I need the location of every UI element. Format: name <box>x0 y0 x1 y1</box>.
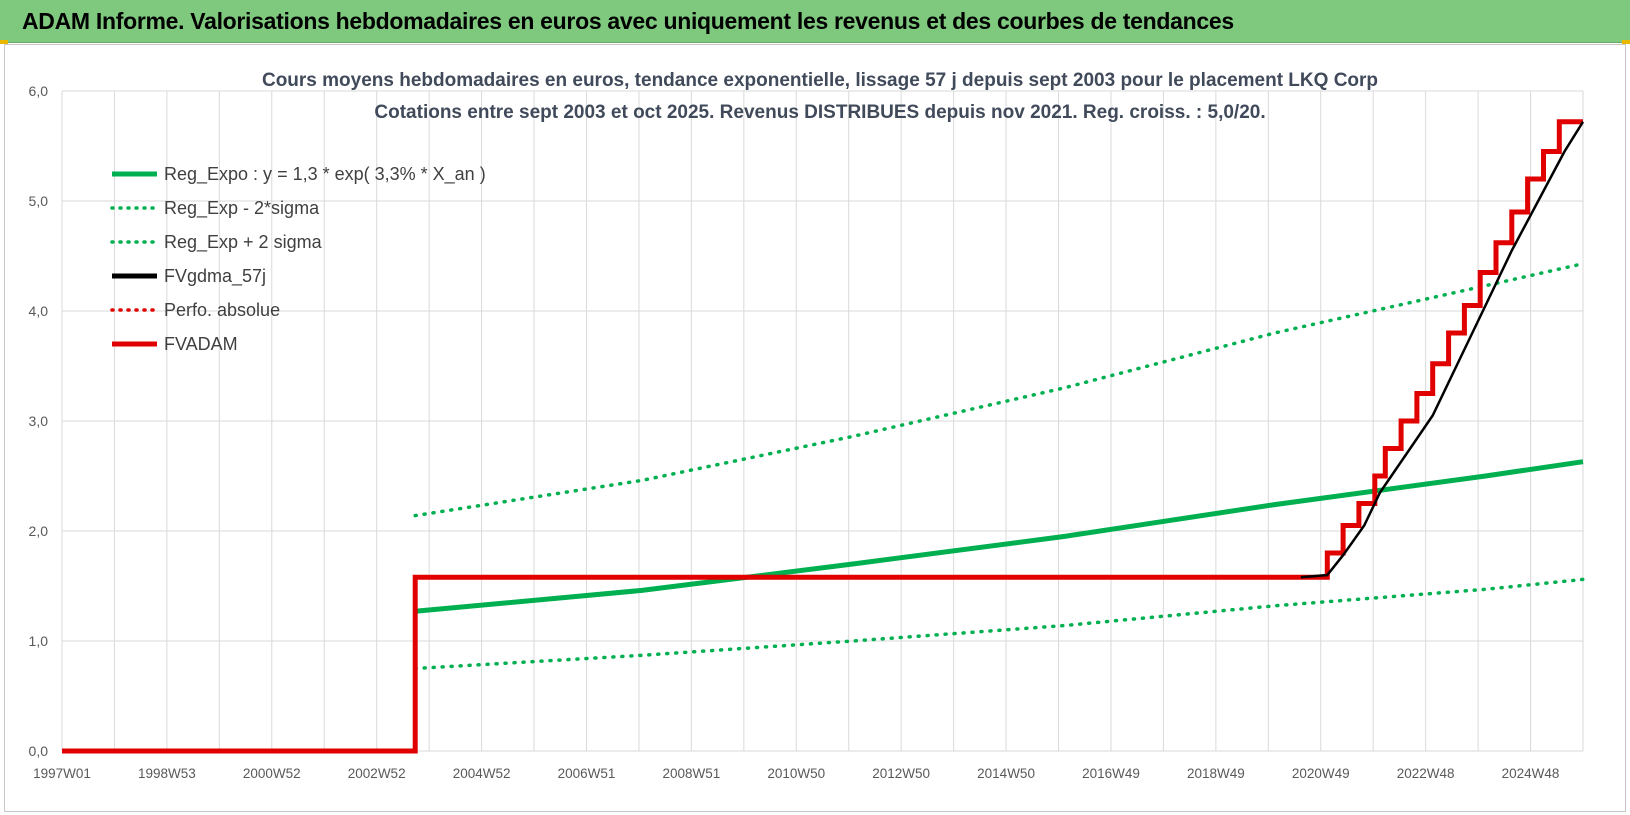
series-line <box>62 119 1583 754</box>
x-tick-label: 2004W52 <box>453 766 511 781</box>
legend-label: Reg_Expo : y = 1,3 * exp( 3,3% * X_an ) <box>164 164 486 185</box>
x-tick-label: 1998W53 <box>138 766 196 781</box>
legend-label: Reg_Exp - 2*sigma <box>164 198 320 219</box>
x-tick-label: 2016W49 <box>1082 766 1140 781</box>
corner-marker <box>1622 40 1630 44</box>
page-title: ADAM Informe. Valorisations hebdomadaire… <box>22 8 1234 34</box>
chart-legend: Reg_Expo : y = 1,3 * exp( 3,3% * X_an ) R… <box>110 164 486 354</box>
x-tick-label: 2006W51 <box>558 766 616 781</box>
x-tick-label: 2024W48 <box>1502 766 1560 781</box>
x-tick-label: 2000W52 <box>243 766 301 781</box>
legend-label: Reg_Exp + 2 sigma <box>164 232 323 253</box>
chart-series <box>62 119 1585 754</box>
y-axis-ticks: 0,0 1,0 2,0 3,0 4,0 5,0 6,0 <box>29 83 49 759</box>
x-axis-ticks: 1997W01 1998W53 2000W52 2002W52 2004W52 2006W… <box>33 766 1559 781</box>
series-line <box>414 459 1584 614</box>
y-tick-label: 3,0 <box>29 413 49 429</box>
x-tick-label: 2020W49 <box>1292 766 1350 781</box>
series-line <box>1300 121 1585 579</box>
x-tick-label: 2010W50 <box>767 766 825 781</box>
x-tick-label: 2008W51 <box>662 766 720 781</box>
y-tick-label: 6,0 <box>29 83 49 99</box>
x-tick-label: 2014W50 <box>977 766 1035 781</box>
chart-frame <box>4 44 1626 812</box>
y-tick-label: 2,0 <box>29 523 49 539</box>
x-tick-label: 2018W49 <box>1187 766 1245 781</box>
y-tick-label: 4,0 <box>29 303 49 319</box>
x-tick-label: 2022W48 <box>1397 766 1455 781</box>
corner-marker <box>0 40 8 44</box>
chart-subtitle: Cotations entre sept 2003 et oct 2025. R… <box>374 102 1265 123</box>
y-tick-label: 0,0 <box>29 743 49 759</box>
chart-title: Cours moyens hebdomadaires en euros, ten… <box>262 70 1378 91</box>
y-tick-label: 5,0 <box>29 193 49 209</box>
x-tick-label: 2002W52 <box>348 766 406 781</box>
series-line <box>413 577 1585 671</box>
series-line <box>413 261 1585 518</box>
x-tick-label: 2012W50 <box>872 766 930 781</box>
legend-label: FVgdma_57j <box>164 266 266 287</box>
chart-grid <box>61 90 1584 752</box>
legend-label: Perfo. absolue <box>164 300 280 320</box>
y-tick-label: 1,0 <box>29 633 49 649</box>
x-tick-label: 1997W01 <box>33 766 91 781</box>
legend-label: FVADAM <box>164 334 238 354</box>
header-bar: ADAM Informe. Valorisations hebdomadaire… <box>0 0 1630 43</box>
